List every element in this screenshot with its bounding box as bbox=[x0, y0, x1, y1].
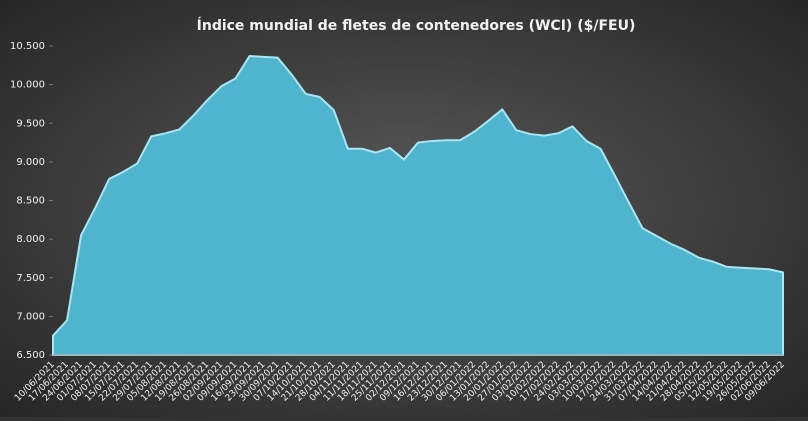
y-tick-label: 7.500 bbox=[16, 273, 45, 284]
y-tick-label: 10.000 bbox=[10, 80, 45, 91]
y-tick-label: 8.500 bbox=[16, 196, 45, 207]
y-tick-label: 7.000 bbox=[16, 311, 45, 322]
area bbox=[52, 55, 784, 356]
y-tick-label: 9.500 bbox=[16, 118, 45, 129]
y-tick-label: 9.000 bbox=[16, 157, 45, 168]
y-tick-label: 6.500 bbox=[16, 350, 45, 361]
chart-title: Índice mundial de fletes de contenedores… bbox=[197, 17, 636, 34]
y-tick-label: 8.000 bbox=[16, 234, 45, 245]
y-tick-label: 10.500 bbox=[10, 41, 45, 52]
